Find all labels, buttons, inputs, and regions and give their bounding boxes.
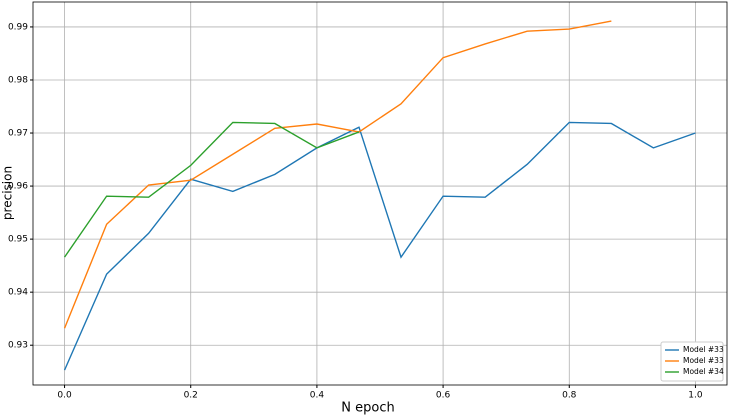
series-line <box>63 121 360 258</box>
legend-label: Model #33 <box>683 356 724 365</box>
y-tick-label: 0.97 <box>8 129 28 139</box>
legend-label: Model #34 <box>683 367 724 376</box>
x-axis-label: N epoch <box>341 401 394 416</box>
x-tick-label: 0.8 <box>562 391 577 401</box>
y-tick-label: 0.99 <box>8 22 28 32</box>
y-tick-label: 0.96 <box>8 182 28 192</box>
x-tick-label: 0.6 <box>436 391 451 401</box>
x-tick-label: 0.0 <box>57 391 72 401</box>
series-line <box>63 121 696 371</box>
y-axis-label: precision <box>1 166 15 220</box>
plot-frame <box>32 1 728 386</box>
x-tick-label: 0.2 <box>184 391 198 401</box>
series-line <box>63 20 612 329</box>
legend-label: Model #33 <box>683 345 724 354</box>
y-tick-label: 0.98 <box>8 75 28 85</box>
x-tick-label: 0.4 <box>310 391 325 401</box>
legend: Model #33 Model #33 Model #34 <box>660 341 724 382</box>
y-tick-label: 0.95 <box>8 235 28 245</box>
y-tick-label: 0.93 <box>8 341 28 351</box>
x-tick-label: 1.0 <box>688 391 703 401</box>
legend-box <box>660 341 724 382</box>
y-tick-label: 0.94 <box>8 288 28 298</box>
